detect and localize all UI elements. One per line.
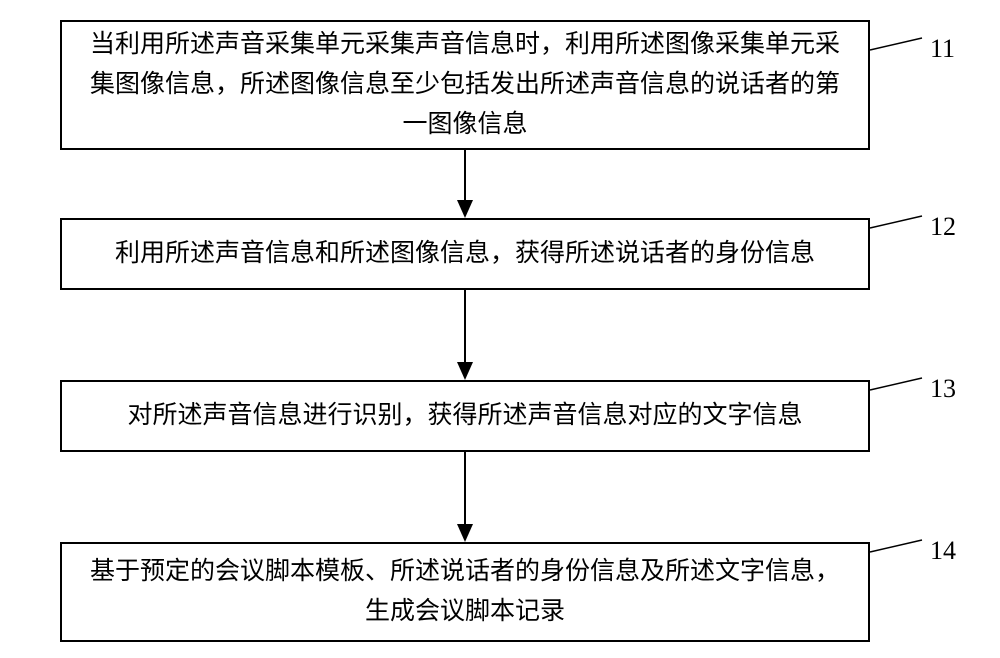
flow-arrow-3 (0, 0, 1000, 658)
flowchart-canvas: 当利用所述声音采集单元采集声音信息时，利用所述图像采集单元采集图像信息，所述图像… (0, 0, 1000, 658)
